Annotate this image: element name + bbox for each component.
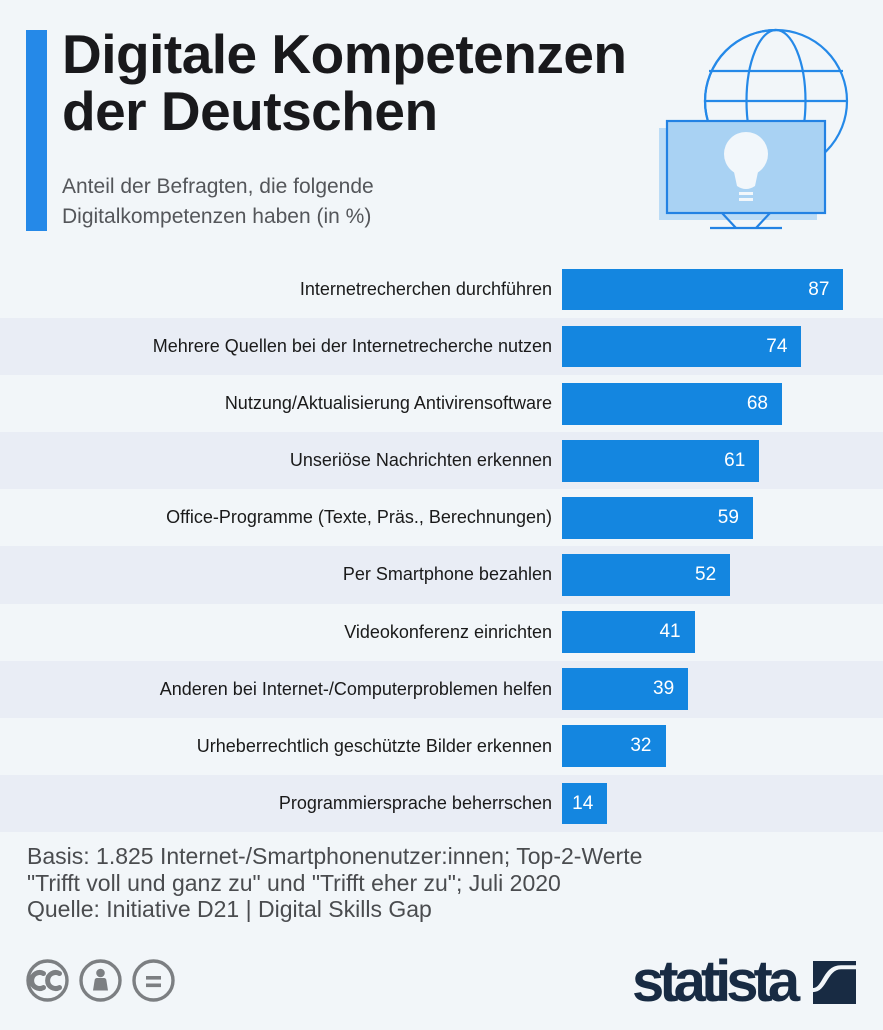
svg-text:statista: statista	[632, 957, 801, 1005]
